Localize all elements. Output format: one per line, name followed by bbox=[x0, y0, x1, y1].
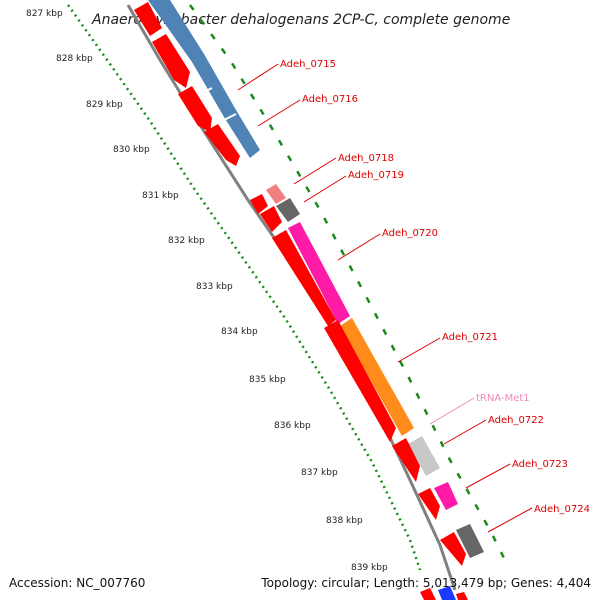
ruler-label: 829 kbp bbox=[86, 100, 123, 110]
gene-arrow bbox=[272, 230, 336, 326]
ruler-label: 831 kbp bbox=[142, 191, 179, 201]
ruler-dotted-line bbox=[66, 4, 422, 571]
label-leader bbox=[429, 397, 475, 425]
ruler-label: 839 kbp bbox=[351, 563, 388, 573]
red-feature bbox=[420, 588, 436, 600]
gene-label: Adeh_0722 bbox=[488, 415, 544, 426]
gene-label: Adeh_0720 bbox=[382, 228, 438, 239]
magenta-feature bbox=[434, 482, 458, 510]
gene-arrow bbox=[250, 194, 268, 214]
light-gray-feature bbox=[408, 436, 440, 476]
gene-label: Adeh_0715 bbox=[280, 59, 336, 70]
accession-text: Accession: NC_007760 bbox=[9, 576, 145, 590]
ruler-label: 827 kbp bbox=[26, 9, 63, 19]
backbone-line bbox=[126, 4, 457, 591]
label-leader bbox=[487, 507, 533, 533]
orange-feature bbox=[340, 318, 414, 436]
label-leader bbox=[237, 63, 279, 91]
outer-tick-dashes bbox=[188, 4, 507, 561]
ruler-label: 832 kbp bbox=[168, 236, 205, 246]
blue-feature bbox=[438, 586, 456, 600]
feature-divider bbox=[219, 113, 237, 123]
pink-feature bbox=[266, 184, 286, 204]
feature-divider bbox=[195, 87, 213, 97]
label-leader bbox=[443, 419, 487, 445]
label-leader bbox=[303, 175, 347, 203]
ruler-label: 830 kbp bbox=[113, 145, 150, 155]
gene-label: Adeh_0724 bbox=[534, 504, 590, 515]
gene-label: Adeh_0716 bbox=[302, 94, 358, 105]
ruler-label: 833 kbp bbox=[196, 282, 233, 292]
ruler-label: 838 kbp bbox=[326, 516, 363, 526]
ruler-labels: 827 kbp 828 kbp 829 kbp 830 kbp 831 kbp … bbox=[26, 9, 388, 573]
gene-arrow bbox=[392, 438, 420, 482]
gene-arrow bbox=[152, 34, 190, 88]
gene-arrow bbox=[260, 206, 282, 232]
blue-feature bbox=[148, 0, 260, 158]
gene-label: Adeh_0718 bbox=[338, 153, 394, 164]
gene-arrow bbox=[440, 532, 466, 566]
red-feature bbox=[456, 592, 468, 600]
label-leader bbox=[397, 337, 441, 363]
gene-label: Adeh_0723 bbox=[512, 459, 568, 470]
ruler-label: 836 kbp bbox=[274, 421, 311, 431]
gene-arrow bbox=[418, 488, 440, 520]
gene-label: Adeh_0719 bbox=[348, 170, 404, 181]
ruler-label: 837 kbp bbox=[301, 468, 338, 478]
trna-label: tRNA-Met1 bbox=[476, 393, 530, 404]
label-leader bbox=[257, 99, 301, 127]
gray-feature bbox=[456, 524, 484, 558]
gene-arrow bbox=[324, 320, 396, 442]
gene-label: Adeh_0721 bbox=[442, 332, 498, 343]
gene-arrow bbox=[204, 124, 240, 166]
map-title: Anaeromyxobacter dehalogenans 2CP-C, com… bbox=[91, 12, 510, 28]
gene-arrow bbox=[134, 2, 162, 36]
label-leader bbox=[337, 233, 381, 261]
genome-summary-text: Topology: circular; Length: 5,013,479 bp… bbox=[260, 576, 591, 590]
ruler-label: 835 kbp bbox=[249, 375, 286, 385]
ruler-label: 834 kbp bbox=[221, 327, 258, 337]
gene-arrow bbox=[178, 86, 212, 132]
ruler-label: 828 kbp bbox=[56, 54, 93, 64]
magenta-feature bbox=[288, 222, 350, 324]
label-leader bbox=[465, 463, 511, 489]
gray-feature bbox=[276, 198, 300, 222]
label-leader bbox=[293, 157, 337, 185]
